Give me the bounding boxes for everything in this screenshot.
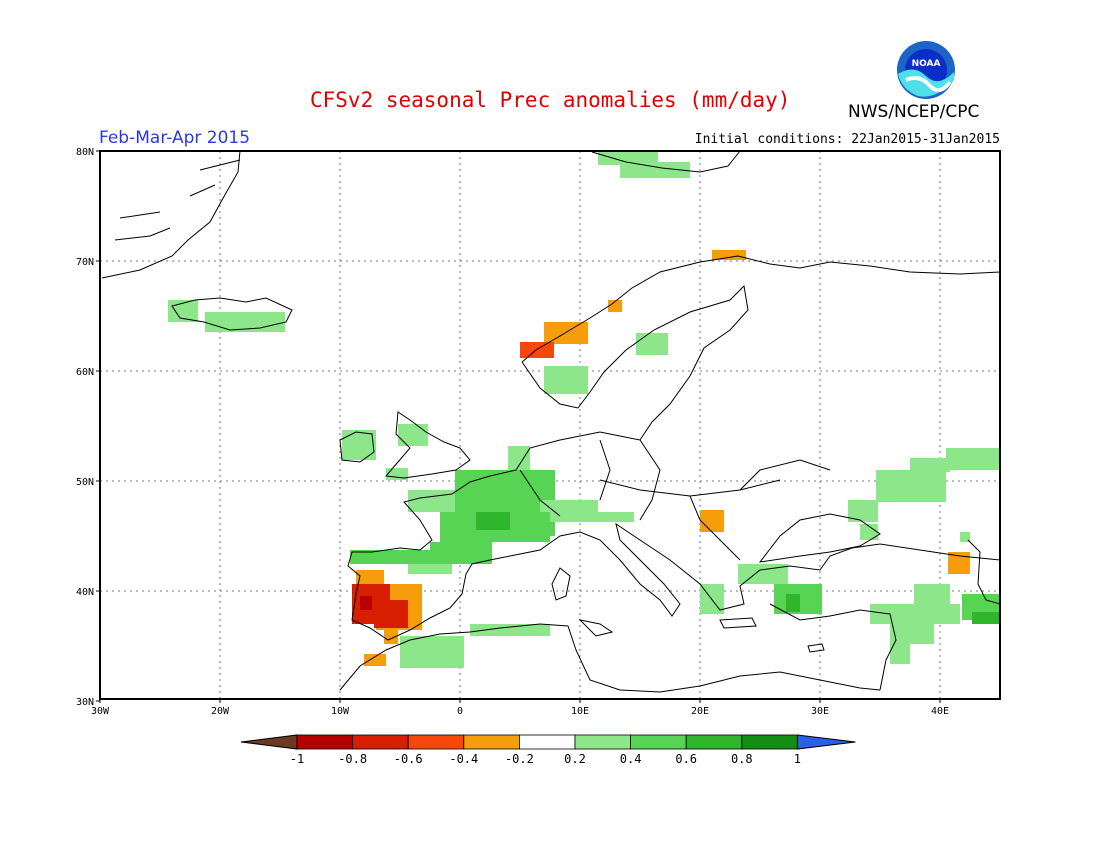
anomaly-cell [544,322,588,344]
colorbar-arrow-low [240,734,298,750]
anomaly-cell [374,600,408,628]
anomaly-cell [876,470,946,502]
colorbar-segment [574,734,631,750]
lat-tick-label: 70N [76,257,94,268]
map-grid [100,151,1000,699]
anomaly-cell [508,446,530,470]
coastlines [101,150,1001,693]
anomaly-cell [890,644,910,664]
anomaly-cell [620,162,690,178]
anomaly-cell [398,424,428,446]
anomaly-cell [598,151,658,165]
anomaly-cell [364,654,386,666]
colorbar-segment [296,734,353,750]
colorbar-label: -0.6 [394,752,423,766]
colorbar-segment [630,734,687,750]
lat-tick-label: 60N [76,367,94,378]
lat-tick-label: 80N [76,147,94,158]
anomaly-cell [700,510,724,532]
colorbar-label: 0.6 [675,752,697,766]
colorbar-label: 1 [794,752,801,766]
anomaly-cells [168,151,1000,668]
anomaly-cell [544,366,588,394]
lon-tick-label: 30W [91,706,110,717]
anomaly-cell [598,512,634,522]
anomaly-cell [384,630,398,644]
anomaly-cell [786,594,800,612]
colorbar-label: -0.4 [449,752,478,766]
anomaly-cell [738,564,788,584]
colorbar-segment [741,734,798,750]
anomaly-cell [350,550,434,564]
lon-tick-label: 30E [811,706,829,717]
anomaly-cell [860,524,878,540]
anomaly-cell [476,512,510,530]
anomaly-cell [870,604,960,624]
colorbar-segment [685,734,743,750]
season-label: Feb-Mar-Apr 2015 [99,128,251,148]
anomaly-cell [342,430,376,460]
anomaly-cell [636,333,668,355]
anomaly-cell [960,532,970,542]
colorbar-label: -0.2 [505,752,534,766]
anomaly-cell [356,570,384,586]
noaa-logo: NOAA [897,41,955,99]
anomaly-cell [470,624,550,636]
colorbar-label: -1 [290,752,304,766]
lon-tick-label: 20E [691,706,709,717]
anomaly-cell [890,624,934,644]
anomaly-cell [712,250,746,260]
colorbar-label: 0.2 [564,752,586,766]
logo-text: NOAA [912,59,941,69]
anomaly-cell [430,542,492,564]
anomaly-cell [520,342,554,358]
anomaly-cell [914,584,950,606]
lon-tick-label: 10E [571,706,589,717]
colorbar-segment [407,734,465,750]
anomaly-cell [948,552,970,574]
map-frame [99,150,1001,700]
lon-tick-label: 20W [211,706,230,717]
colorbar-label: 0.8 [731,752,753,766]
lat-tick-label: 40N [76,587,94,598]
anomaly-cell [540,500,598,522]
anomaly-cell [408,490,468,512]
lon-tick-label: 40E [931,706,949,717]
anomaly-cell [972,612,1000,624]
anomaly-cell [360,596,372,610]
colorbar: -1 -0.8 -0.6 -0.4 -0.2 0.2 0.4 0.6 0.8 1 [240,734,856,766]
colorbar-arrow-high [796,734,856,750]
lat-tick-label: 30N [76,697,94,708]
organization-label: NWS/NCEP/CPC [848,102,980,122]
anomaly-cell [408,564,452,574]
lat-tick-label: 50N [76,477,94,488]
chart-title: CFSv2 seasonal Prec anomalies (mm/day) [310,88,791,112]
axis-ticks: 30W 20W 10W 0 10E 20E 30E 40E 80N 70N 60N 50N 40N 30N [76,147,949,717]
anomaly-cell [848,500,878,522]
colorbar-segment [519,734,576,750]
initial-conditions-label: Initial conditions: 22Jan2015-31Jan2015 [694,132,1000,147]
colorbar-segment [463,734,520,750]
colorbar-label: 0.4 [620,752,642,766]
lon-tick-label: 10W [331,706,350,717]
colorbar-label: -0.8 [338,752,367,766]
lon-tick-label: 0 [457,706,463,717]
anomaly-cell [910,458,950,472]
colorbar-segment [352,734,409,750]
anomaly-cell [946,448,1000,470]
anomaly-cell [400,636,464,668]
anomaly-cell [608,300,622,312]
